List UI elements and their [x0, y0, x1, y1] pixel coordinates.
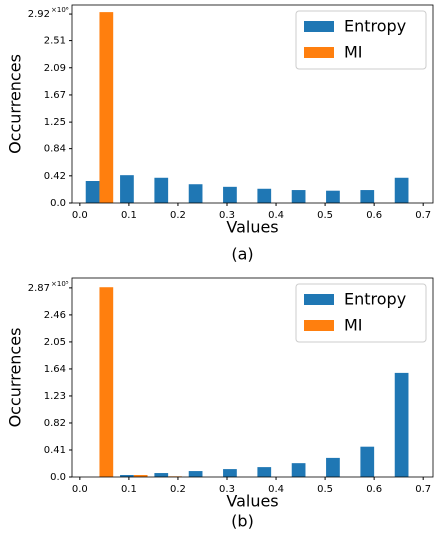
y-offset-label: ×10⁵ [51, 280, 69, 288]
x-tick-label: 0.0 [72, 484, 88, 495]
bar [99, 12, 114, 204]
x-tick-label: 0.4 [268, 484, 284, 495]
bar [291, 190, 306, 203]
x-tick-label: 0.1 [121, 210, 137, 221]
legend-swatch [304, 320, 334, 331]
y-tick-label: 2.09 [44, 63, 66, 74]
bar [257, 188, 272, 203]
y-tick-label: 2.46 [44, 310, 66, 321]
x-tick-label: 0.4 [268, 210, 284, 221]
x-tick-label: 0.3 [219, 484, 235, 495]
caption: (b) [231, 512, 254, 531]
bar [360, 446, 375, 477]
legend-label: Entropy [344, 17, 406, 36]
caption: (a) [231, 245, 253, 264]
legend-label: Entropy [344, 290, 406, 309]
y-tick-label: 1.23 [44, 391, 66, 402]
bar [360, 190, 375, 203]
bar [257, 467, 272, 477]
x-tick-label: 0.7 [415, 210, 431, 221]
x-tick-label: 0.2 [170, 210, 186, 221]
legend-label: MI [344, 43, 363, 62]
y-axis-label: Occurrences [6, 54, 25, 154]
x-tick-label: 0.5 [317, 210, 333, 221]
bar [394, 372, 409, 477]
y-axis-label: Occurrences [6, 328, 25, 428]
bar [394, 177, 409, 203]
x-tick-label: 0.3 [219, 210, 235, 221]
plot-frame [71, 4, 434, 204]
legend-swatch [304, 21, 334, 32]
bar [188, 471, 203, 477]
bar [133, 475, 148, 477]
x-tick-label: 0.2 [170, 484, 186, 495]
bar [326, 457, 340, 477]
legend-swatch [304, 294, 334, 305]
y-tick-label: 0.0 [50, 472, 66, 483]
y-tick-label: 1.64 [44, 364, 66, 375]
x-tick-label: 0.6 [366, 484, 382, 495]
y-tick-label: 0.82 [44, 418, 66, 429]
y-tick-label: 2.87 [28, 283, 50, 294]
bar [99, 287, 114, 477]
x-tick-label: 0.7 [415, 484, 431, 495]
bar [120, 175, 134, 203]
bar [120, 475, 134, 477]
x-tick-label: 0.5 [317, 484, 333, 495]
bar [154, 177, 169, 203]
x-tick-label: 0.6 [366, 210, 382, 221]
plot-frame [71, 277, 434, 478]
y-tick-label: 1.25 [44, 117, 66, 128]
bar [291, 463, 306, 477]
legend-swatch [304, 47, 334, 58]
x-axis-label: Values [226, 218, 278, 237]
y-tick-label: 0.41 [44, 445, 66, 456]
bar [85, 181, 100, 203]
bar [154, 473, 169, 477]
y-tick-label: 0.84 [44, 144, 66, 155]
legend-label: MI [344, 316, 363, 335]
y-tick-label: 2.92 [28, 9, 50, 20]
y-tick-label: 2.05 [44, 337, 66, 348]
x-tick-label: 0.0 [72, 210, 88, 221]
bar [223, 186, 237, 203]
bar [223, 469, 237, 477]
y-tick-label: 0.0 [50, 198, 66, 209]
x-tick-label: 0.1 [121, 484, 137, 495]
bar [326, 190, 340, 203]
y-tick-label: 2.51 [44, 36, 66, 47]
y-offset-label: ×10⁶ [51, 6, 69, 14]
y-tick-label: 0.42 [44, 171, 66, 182]
x-axis-label: Values [226, 492, 278, 511]
bar [188, 184, 203, 203]
y-tick-label: 1.67 [44, 90, 66, 101]
